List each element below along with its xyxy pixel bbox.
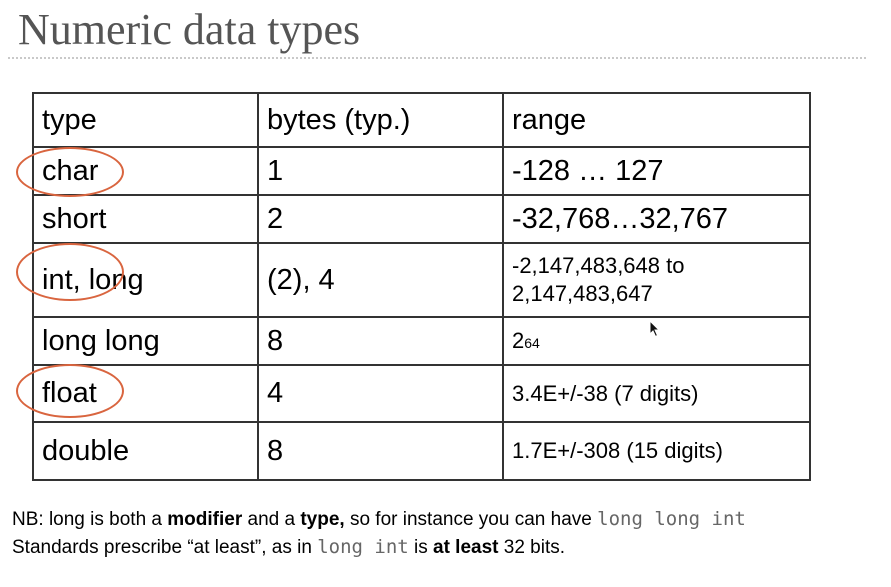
range-cell: -2,147,483,648 to 2,147,483,647: [502, 242, 811, 318]
type-cell: short: [32, 194, 259, 244]
bytes-cell: 4: [257, 364, 504, 423]
bytes-cell: (2), 4: [257, 242, 504, 318]
header-range: range: [502, 92, 811, 148]
mouse-cursor-icon: [649, 320, 661, 338]
range-cell: -32,768…32,767: [502, 194, 811, 244]
range-base: 2: [512, 328, 525, 353]
table-row: char 1 -128 … 127: [32, 146, 811, 196]
table-row: double 8 1.7E+/-308 (15 digits): [32, 421, 811, 481]
range-cell: 264: [502, 316, 811, 366]
range-cell: 1.7E+/-308 (15 digits): [502, 421, 811, 481]
range-cell: -128 … 127: [502, 146, 811, 196]
title-divider: [8, 57, 866, 59]
type-cell: long long: [32, 316, 259, 366]
bytes-cell: 2: [257, 194, 504, 244]
code-snippet: long int: [317, 536, 409, 558]
note-line-2: Standards prescribe “at least”, as in lo…: [12, 536, 566, 558]
highlight-circle-char: [16, 147, 124, 197]
range-cell: 3.4E+/-38 (7 digits): [502, 364, 811, 423]
note-line-1: NB: long is both a modifier and a type, …: [12, 508, 746, 530]
slide-title: Numeric data types: [18, 5, 361, 54]
table-header-row: type bytes (typ.) range: [32, 92, 811, 148]
table-row: float 4 3.4E+/-38 (7 digits): [32, 364, 811, 423]
highlight-circle-int-long: [16, 243, 124, 301]
numeric-types-table: type bytes (typ.) range char 1 -128 … 12…: [32, 92, 811, 481]
highlight-circle-float: [16, 364, 124, 418]
header-type: type: [32, 92, 259, 148]
header-bytes: bytes (typ.): [257, 92, 504, 148]
table-row: int, long (2), 4 -2,147,483,648 to 2,147…: [32, 242, 811, 318]
range-exponent: 64: [524, 335, 540, 351]
table-row: short 2 -32,768…32,767: [32, 194, 811, 244]
bytes-cell: 8: [257, 421, 504, 481]
bytes-cell: 8: [257, 316, 504, 366]
type-cell: double: [32, 421, 259, 481]
table-row: long long 8 264: [32, 316, 811, 366]
bytes-cell: 1: [257, 146, 504, 196]
code-snippet: long long int: [597, 508, 746, 530]
